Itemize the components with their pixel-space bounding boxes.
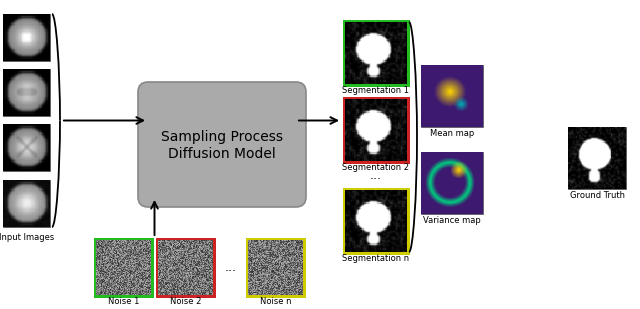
Text: Segmentation 1: Segmentation 1 [342, 86, 410, 95]
Text: Mean map: Mean map [430, 129, 474, 138]
Bar [93, 238, 154, 298]
Bar [345, 22, 407, 84]
Text: Segmentation n: Segmentation n [342, 254, 410, 263]
Bar [342, 96, 410, 163]
Bar [421, 65, 483, 127]
Bar [421, 152, 483, 214]
Text: Ground Truth: Ground Truth [570, 191, 625, 200]
Text: Sampling Process: Sampling Process [161, 130, 283, 145]
Text: ...: ... [225, 261, 237, 274]
Text: ...: ... [370, 169, 382, 182]
Bar [342, 188, 410, 255]
Bar [246, 238, 305, 298]
Text: Segmentation 2: Segmentation 2 [342, 163, 410, 172]
Text: Noise n: Noise n [260, 297, 291, 306]
Bar [345, 99, 407, 161]
Bar [342, 19, 410, 87]
Text: Input Images: Input Images [0, 233, 54, 242]
FancyBboxPatch shape [138, 82, 306, 207]
Bar [3, 69, 50, 116]
Bar [345, 190, 407, 252]
Bar [3, 180, 50, 227]
Text: Diffusion Model: Diffusion Model [168, 146, 276, 160]
Text: Variance map: Variance map [423, 216, 481, 225]
Bar [156, 238, 216, 298]
Text: Noise 1: Noise 1 [108, 297, 139, 306]
Text: Noise 2: Noise 2 [170, 297, 201, 306]
Bar [568, 127, 626, 189]
Bar [3, 14, 50, 61]
Bar [3, 124, 50, 171]
